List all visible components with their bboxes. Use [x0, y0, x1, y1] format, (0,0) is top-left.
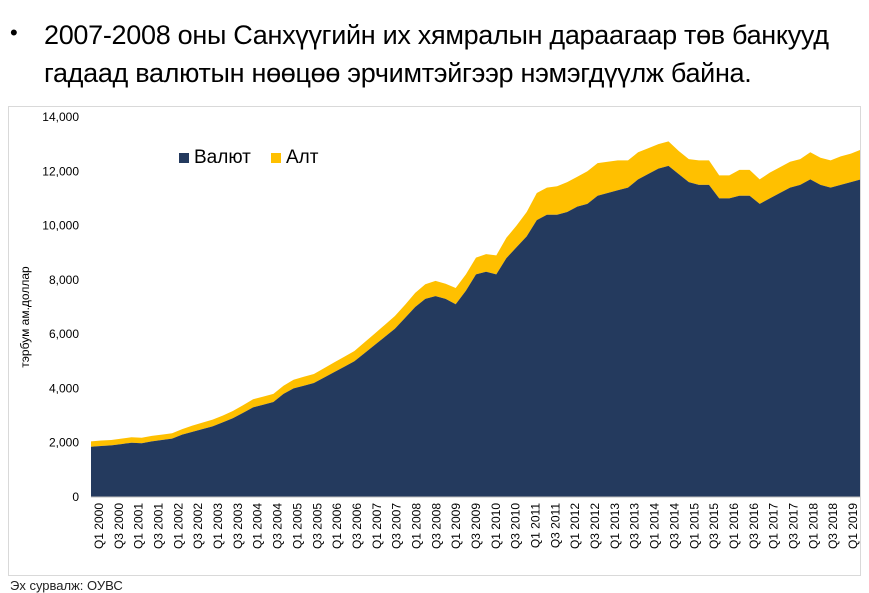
source-note: Эх сурвалж: ОУВС	[10, 578, 123, 593]
x-tick-label: Q3 2003	[231, 503, 245, 549]
x-tick-label: Q1 2001	[132, 503, 146, 549]
headline-line-2: гадаад валютын нөөцөө эрчимтэйгээр нэмэг…	[44, 58, 752, 88]
x-tick-label: Q1 2016	[727, 503, 741, 549]
y-tick-label: 14,000	[42, 110, 79, 124]
legend-label: Валют	[194, 147, 251, 168]
x-tick-label: Q1 2008	[410, 503, 424, 549]
x-tick-label: Q1 2010	[489, 503, 503, 549]
legend-swatch	[179, 153, 189, 163]
x-tick-label: Q3 2007	[390, 503, 404, 549]
series-area-valyut	[91, 165, 860, 497]
y-tick-label: 10,000	[42, 219, 79, 233]
y-tick-labels: 0 2,000 4,000 6,000 8,000 10,000 12,000 14,000	[42, 110, 79, 504]
y-tick-label: 0	[72, 490, 79, 504]
x-tick-label: Q1 2004	[251, 503, 265, 549]
x-tick-label: Q1 2007	[370, 503, 384, 549]
x-tick-label: Q1 2005	[290, 503, 304, 549]
x-tick-label: Q3 2004	[271, 503, 285, 549]
legend-label: Алт	[286, 147, 319, 168]
x-tick-label: Q1 2015	[687, 503, 701, 549]
x-tick-label: Q3 2013	[628, 503, 642, 549]
x-tick-label: Q1 2017	[767, 503, 781, 549]
y-axis-label: тэрбум ам.доллар	[18, 266, 32, 368]
x-tick-label: Q3 2018	[826, 503, 840, 549]
series-area-alt	[91, 141, 860, 447]
x-tick-label: Q1 2000	[92, 503, 106, 549]
bullet-mark: •	[10, 20, 18, 45]
y-tick-label: 6,000	[49, 327, 79, 341]
chart-frame: 0 2,000 4,000 6,000 8,000 10,000 12,000 14,000 …	[8, 106, 861, 576]
x-tick-label: Q1 2006	[330, 503, 344, 549]
x-tick-label: Q3 2015	[707, 503, 721, 549]
x-tick-label: Q1 2014	[648, 503, 662, 549]
x-tick-label: Q3 2000	[112, 503, 126, 549]
x-tick-label: Q3 2011	[548, 503, 562, 548]
x-tick-label: Q3 2001	[152, 503, 166, 549]
y-tick-label: 12,000	[42, 164, 79, 178]
x-tick-label: Q1 2002	[171, 503, 185, 549]
headline-text: 2007-2008 оны Санхүүгийн их хямралын дар…	[44, 16, 829, 92]
legend-swatch	[271, 153, 281, 163]
x-tick-label: Q3 2006	[350, 503, 364, 549]
x-tick-labels: Q1 2000 Q3 2000 Q1 2001 Q3 2001 Q1 2002 Q3 20…	[92, 503, 860, 549]
x-tick-label: Q1 2013	[608, 503, 622, 549]
x-tick-label: Q1 2018	[806, 503, 820, 549]
x-tick-label: Q1 2011	[529, 503, 543, 548]
x-tick-label: Q1 2003	[211, 503, 225, 549]
reserves-area-chart: 02,0004,0006,0008,00010,00012,00014,000 …	[18, 110, 860, 549]
x-tick-label: Q1 2012	[568, 503, 582, 549]
y-tick-label: 2,000	[49, 436, 79, 450]
x-tick-label: Q3 2014	[667, 503, 681, 549]
headline-line-1: 2007-2008 оны Санхүүгийн их хямралын дар…	[44, 20, 829, 50]
x-tick-label: Q3 2010	[509, 503, 523, 549]
x-tick-label: Q3 2017	[787, 503, 801, 549]
x-tick-label: Q3 2012	[588, 503, 602, 549]
x-tick-label: Q1 2009	[449, 503, 463, 549]
x-tick-label: Q3 2002	[191, 503, 205, 549]
x-tick-label: Q3 2008	[429, 503, 443, 549]
chart-areas	[91, 141, 860, 497]
x-tick-label: Q3 2005	[310, 503, 324, 549]
x-tick-label: Q3 2009	[469, 503, 483, 549]
chart-legend: Валют Алт	[179, 147, 319, 168]
x-tick-label: Q1 2019	[846, 503, 860, 549]
y-tick-label: 8,000	[49, 273, 79, 287]
x-tick-label: Q3 2016	[747, 503, 761, 549]
y-tick-label: 4,000	[49, 381, 79, 395]
